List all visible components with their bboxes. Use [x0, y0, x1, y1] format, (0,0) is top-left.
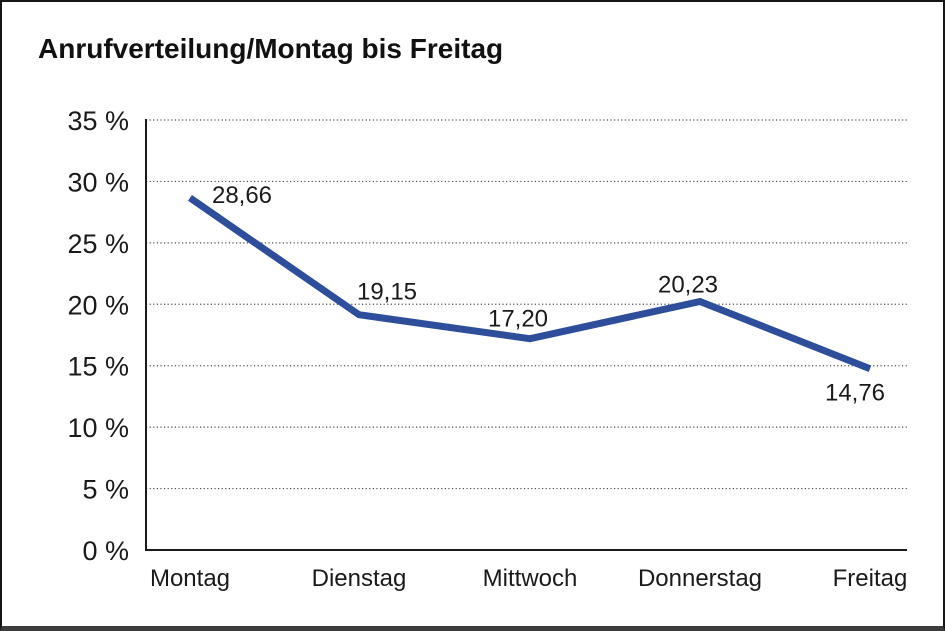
- y-tick-label: 10 %: [67, 413, 129, 443]
- y-tick-label: 30 %: [67, 167, 129, 197]
- x-category-label: Donnerstag: [638, 565, 762, 592]
- y-tick-label: 20 %: [67, 290, 129, 320]
- y-tick-label: 35 %: [67, 106, 129, 136]
- y-tick-label: 0 %: [82, 536, 129, 566]
- y-tick-label: 5 %: [82, 475, 129, 505]
- y-tick-label: 25 %: [67, 229, 129, 259]
- chart-title: Anrufverteilung/Montag bis Freitag: [38, 33, 504, 64]
- data-point-label: 20,23: [658, 271, 718, 298]
- data-point-label: 19,15: [357, 279, 417, 306]
- x-category-label: Dienstag: [312, 565, 407, 592]
- data-line: [188, 195, 872, 372]
- x-category-label: Freitag: [833, 565, 908, 592]
- data-point-label: 28,66: [212, 182, 272, 209]
- data-point-label: 14,76: [825, 380, 885, 407]
- x-category-label: Montag: [150, 565, 230, 592]
- x-category-label: Mittwoch: [483, 565, 578, 592]
- y-tick-label: 15 %: [67, 352, 129, 382]
- data-point-label: 17,20: [488, 306, 548, 333]
